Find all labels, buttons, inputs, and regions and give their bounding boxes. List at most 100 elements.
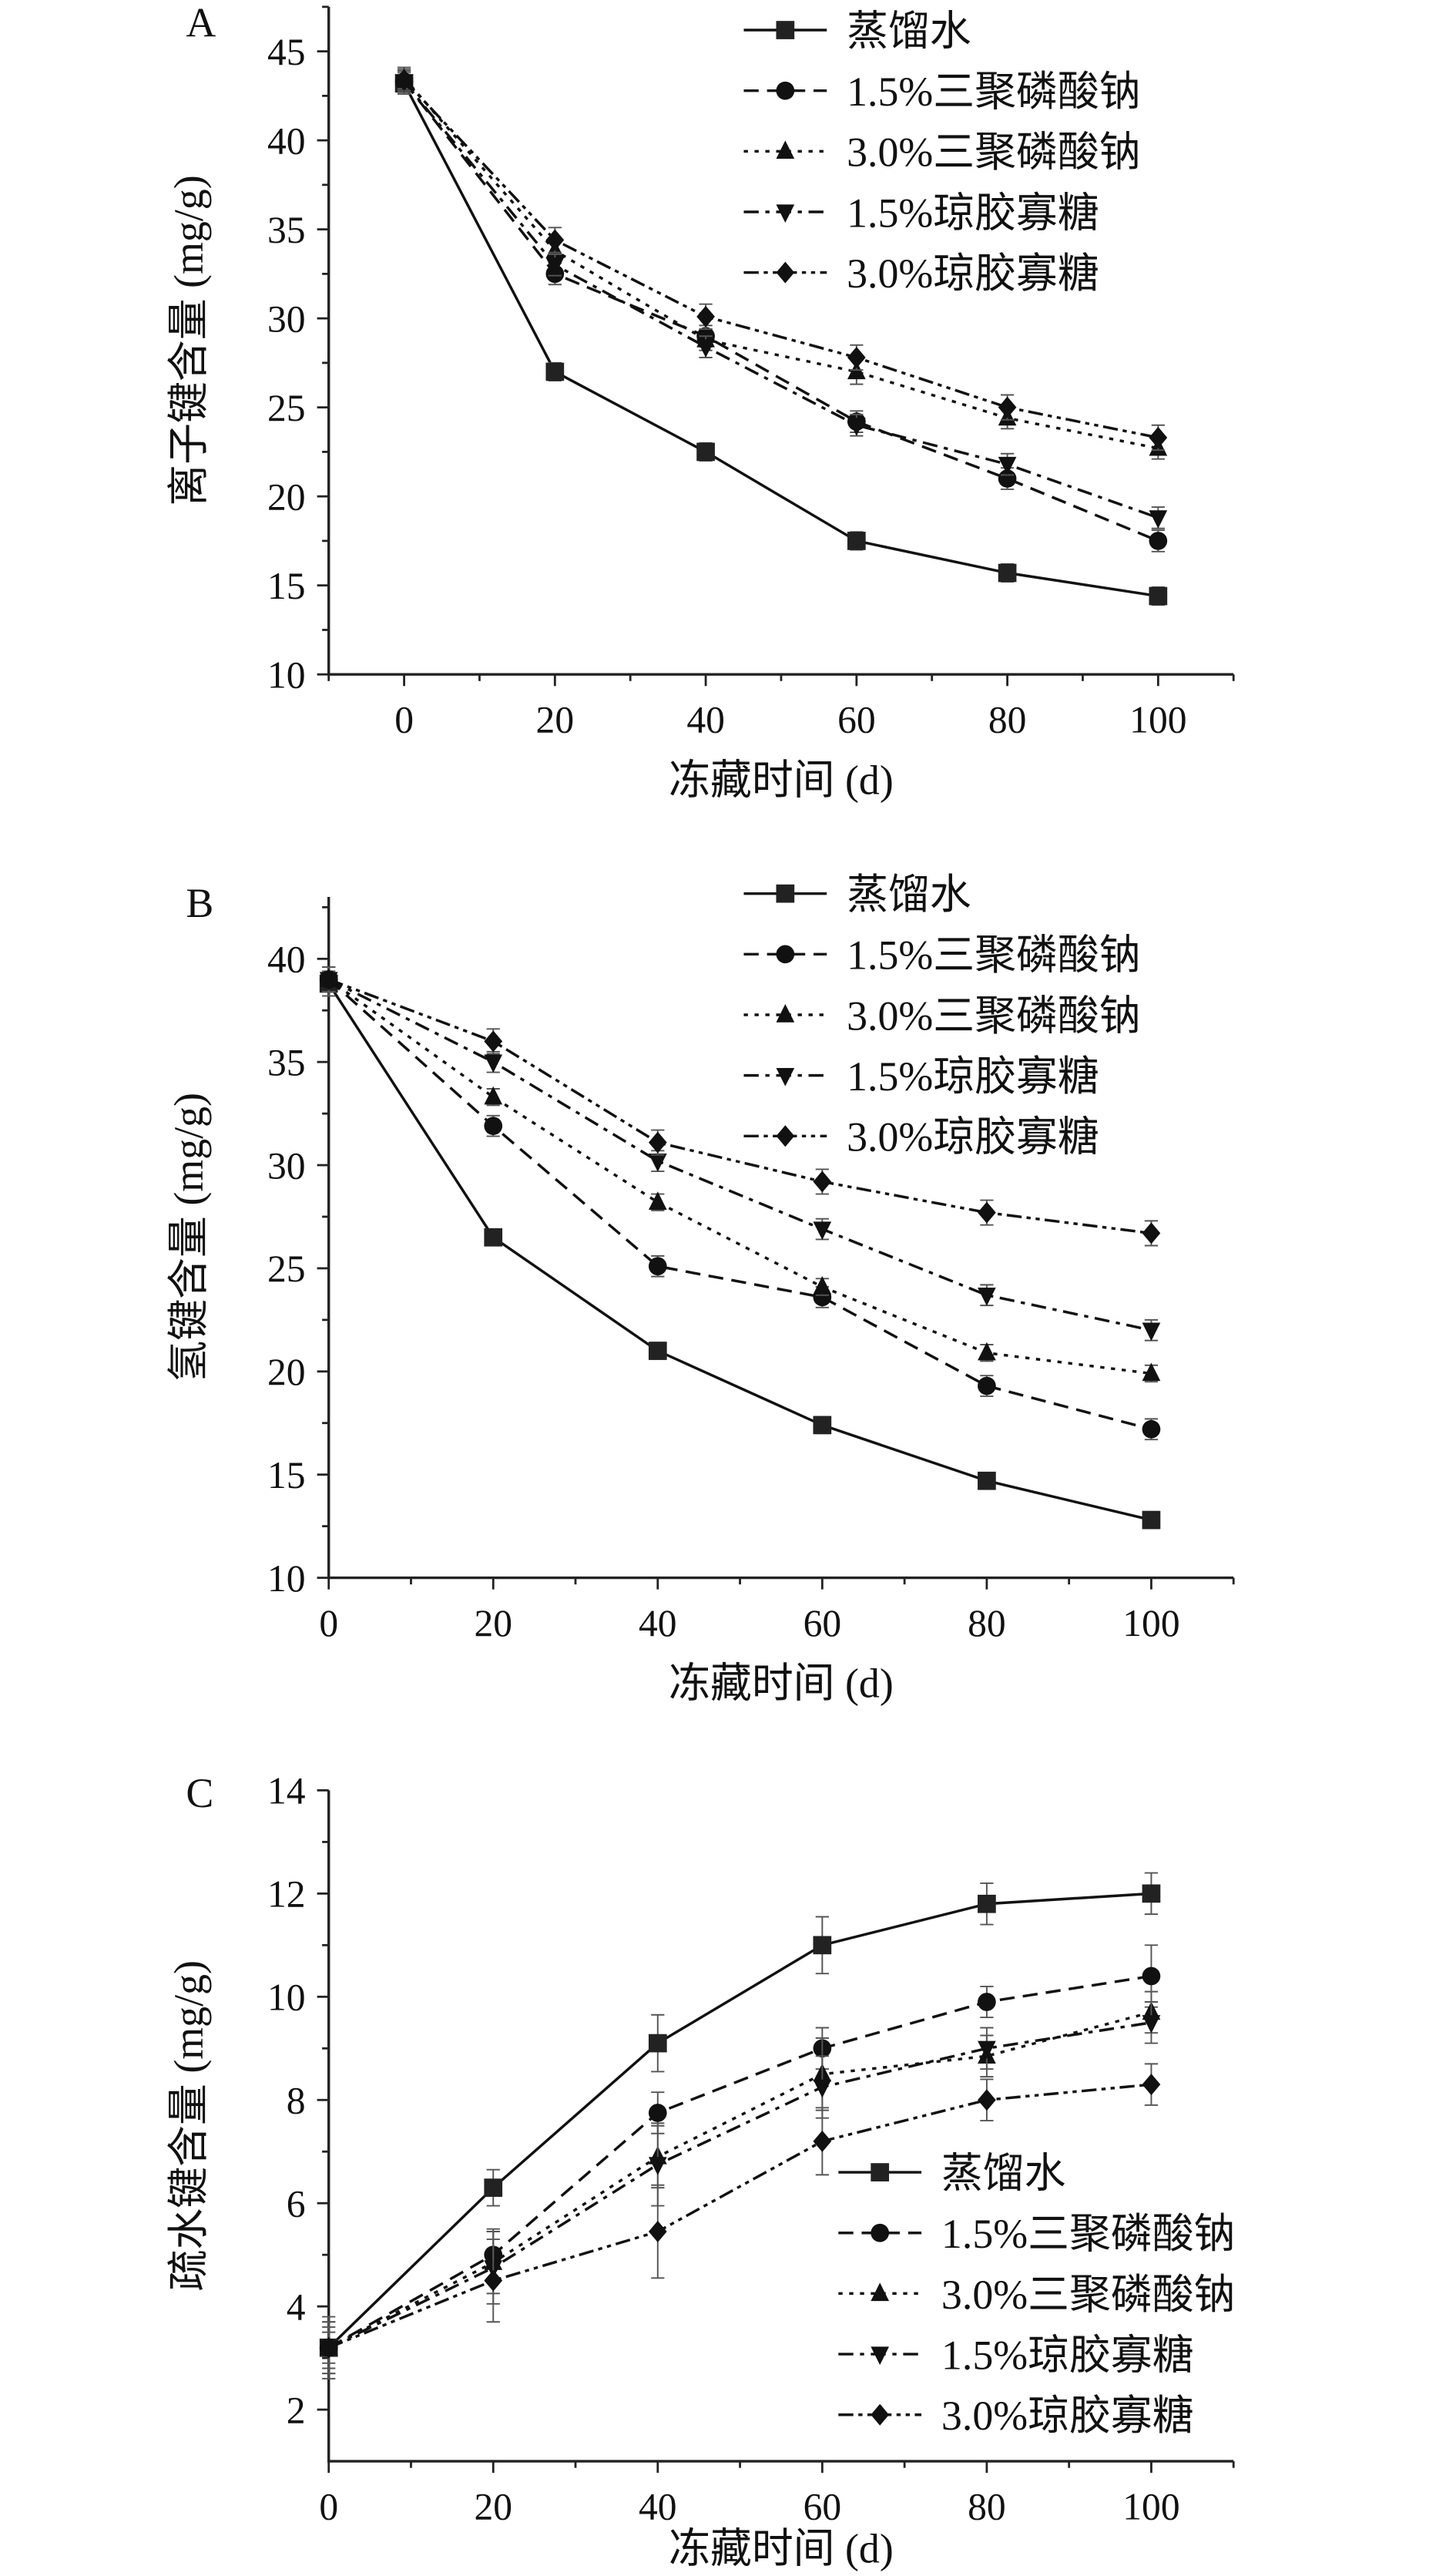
data-point (484, 1054, 503, 1073)
data-point (998, 396, 1017, 418)
y-tick-label: 35 (267, 1041, 306, 1083)
legend-marker-icon (871, 2163, 890, 2181)
x-tick-label: 0 (319, 1602, 338, 1644)
series-triangle-down (394, 70, 1168, 529)
data-point (1142, 2015, 1161, 2034)
legend-marker-icon (776, 1067, 795, 1086)
x-axis-title: 冻藏时间 (d) (669, 2526, 894, 2572)
legend-entry: 蒸馏水 (838, 2150, 1066, 2196)
chart-panel-C: C 2 4 6 8 10 12 14 0 20 40 60 80 100 冻藏时间 (d) 疏水键含量 (mg… (166, 1770, 1236, 2572)
legend-label: 蒸馏水 (847, 872, 971, 918)
data-point (545, 257, 565, 276)
legend-label: 1.5%琼胶寡糖 (941, 2332, 1194, 2378)
x-tick-label: 0 (319, 2485, 338, 2527)
panel-label: A (186, 0, 216, 46)
y-tick-label: 35 (267, 209, 306, 251)
y-axis-title: 离子键含量 (mg/g) (166, 175, 212, 505)
data-point (484, 2178, 503, 2197)
y-tick-label: 2 (287, 2389, 306, 2431)
legend-marker-icon (871, 2403, 890, 2426)
x-axis-title: 冻藏时间 (d) (669, 757, 894, 803)
data-point (545, 362, 565, 381)
data-point (1142, 1884, 1161, 1903)
x-tick-label: 60 (837, 699, 876, 741)
data-point (394, 69, 414, 91)
data-point (998, 563, 1017, 583)
legend-marker-icon (776, 204, 795, 223)
data-point (696, 442, 715, 462)
data-point (648, 1257, 667, 1276)
data-point (1149, 532, 1168, 550)
legend-label: 1.5%琼胶寡糖 (847, 1053, 1099, 1100)
x-tick-label: 40 (686, 699, 725, 741)
data-point (1142, 1222, 1161, 1244)
legend-label: 3.0%琼胶寡糖 (847, 250, 1099, 297)
legend-entry: 1.5%琼胶寡糖 (743, 1053, 1099, 1100)
legend-entry: 3.0%三聚磷酸钠 (838, 2272, 1235, 2318)
data-point (1149, 586, 1168, 606)
y-tick-label: 4 (287, 2285, 306, 2328)
legend-entry: 3.0%三聚磷酸钠 (743, 129, 1141, 176)
x-tick-label: 0 (394, 699, 414, 741)
y-axis-title: 疏水键含量 (mg/g) (166, 1960, 212, 2291)
legend-label: 3.0%三聚磷酸钠 (847, 129, 1141, 176)
y-tick-label: 25 (267, 387, 306, 429)
series-diamond (319, 966, 1161, 1247)
data-point (1149, 426, 1168, 448)
y-tick-label: 40 (267, 939, 306, 981)
data-point (696, 305, 715, 327)
y-tick-label: 20 (267, 1351, 306, 1393)
data-point (813, 1936, 832, 1955)
y-tick-label: 10 (267, 1977, 306, 2019)
x-tick-label: 40 (639, 2485, 677, 2527)
x-tick-label: 60 (803, 1602, 842, 1644)
legend-entry: 1.5%琼胶寡糖 (838, 2332, 1194, 2378)
data-point (1142, 2074, 1161, 2096)
legend-marker-icon (776, 884, 795, 903)
data-point (1142, 1362, 1161, 1382)
data-point (978, 1201, 996, 1224)
legend-marker-icon (776, 1003, 795, 1023)
legend-marker-icon (776, 945, 795, 964)
data-point (319, 969, 338, 991)
legend-label: 3.0%三聚磷酸钠 (941, 2272, 1236, 2318)
y-tick-label: 8 (287, 2079, 306, 2121)
x-tick-label: 20 (474, 2485, 512, 2527)
data-point (648, 2034, 667, 2053)
series-line (327, 982, 1152, 1522)
data-point (1142, 1966, 1161, 1986)
series-line (403, 82, 1159, 598)
x-tick-label: 80 (988, 699, 1027, 741)
data-point (1149, 510, 1168, 529)
series-line (327, 1974, 1152, 2349)
data-point (1142, 1510, 1161, 1530)
data-point (648, 2104, 667, 2122)
data-point (978, 1342, 996, 1361)
data-point (484, 2269, 503, 2292)
y-tick-label: 25 (267, 1248, 306, 1290)
legend-label: 1.5%三聚磷酸钠 (847, 69, 1141, 115)
x-tick-label: 40 (639, 1602, 677, 1644)
legend-label: 3.0%琼胶寡糖 (941, 2393, 1194, 2439)
series-line (328, 978, 1152, 1235)
data-point (545, 229, 565, 251)
legend-marker-icon (776, 81, 795, 100)
data-point (847, 532, 866, 550)
data-point (648, 1342, 667, 1360)
y-tick-label: 45 (267, 31, 306, 73)
x-axis-title: 冻藏时间 (d) (669, 1661, 894, 1707)
y-tick-label: 14 (267, 1770, 306, 1812)
legend-label: 3.0%琼胶寡糖 (847, 1114, 1099, 1160)
panel-label: B (186, 880, 213, 926)
series-line (327, 1892, 1152, 2349)
legend-label: 1.5%三聚磷酸钠 (847, 932, 1141, 979)
data-point (1142, 1322, 1161, 1342)
y-tick-label: 10 (267, 1557, 306, 1600)
legend-entry: 3.0%琼胶寡糖 (743, 1114, 1099, 1160)
y-tick-label: 6 (287, 2182, 306, 2225)
data-point (648, 1131, 667, 1154)
legend-marker-icon (871, 2282, 890, 2302)
series-triangle-up (319, 966, 1161, 1383)
data-point (813, 2130, 832, 2152)
